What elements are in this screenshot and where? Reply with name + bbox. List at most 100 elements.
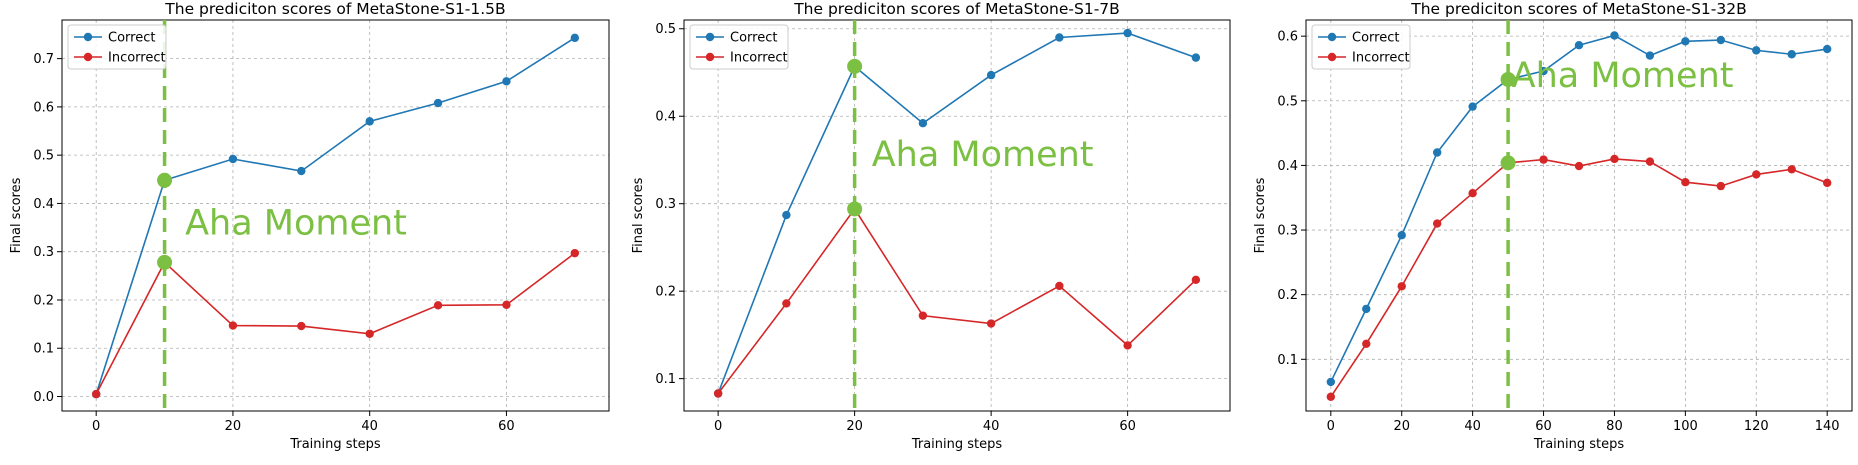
y-tick-label: 0.2 [655, 285, 676, 300]
x-tick-label: 60 [498, 419, 515, 434]
aha-moment-marker [157, 254, 173, 270]
x-tick-label: 20 [225, 419, 242, 434]
data-point-incorrect [1822, 178, 1832, 188]
data-point-incorrect [1123, 341, 1132, 350]
y-axis-label: Final scores [9, 177, 24, 253]
data-point-incorrect [1787, 165, 1796, 174]
y-tick-label: 0.2 [33, 293, 54, 308]
x-axis-label: Training steps [911, 437, 1003, 452]
y-tick-label: 0.0 [33, 390, 54, 405]
x-tick-label: 60 [1535, 419, 1552, 434]
data-point-incorrect [502, 300, 511, 310]
data-point-correct [1716, 35, 1726, 45]
y-tick-label: 0.4 [33, 197, 54, 212]
data-point-incorrect [782, 299, 791, 308]
y-tick-label: 0.5 [655, 22, 676, 37]
aha-moment-marker [847, 201, 863, 217]
data-point-correct [1055, 33, 1064, 42]
legend-label-incorrect: Incorrect [1352, 51, 1410, 66]
legend: Correct Incorrect [689, 24, 789, 70]
data-point-correct [502, 77, 511, 86]
data-point-incorrect [1191, 275, 1201, 284]
data-point-incorrect [1326, 392, 1336, 401]
legend-label-correct: Correct [1352, 31, 1399, 46]
data-point-incorrect [1362, 339, 1371, 348]
y-tick-label: 0.2 [1277, 288, 1298, 303]
data-point-correct [570, 33, 580, 43]
chart-title: The prediciton scores of MetaStone-S1-7B [793, 0, 1120, 18]
aha-moment-label: Aha Moment [872, 135, 1094, 175]
data-point-correct [986, 70, 996, 80]
aha-moment-marker [1500, 155, 1516, 171]
x-axis-label: Training steps [289, 437, 381, 452]
aha-moment-marker [847, 58, 863, 74]
x-tick-label: 60 [1119, 419, 1136, 434]
x-tick-label: 100 [1673, 419, 1698, 434]
data-point-correct [1432, 148, 1442, 157]
data-point-correct [433, 98, 443, 108]
legend-label-incorrect: Incorrect [108, 51, 166, 66]
x-tick-label: 120 [1744, 419, 1769, 434]
legend-marker-correct [705, 32, 715, 42]
series-line-incorrect [95, 252, 576, 395]
y-tick-label: 0.1 [33, 342, 54, 357]
axes-frame [1305, 19, 1853, 412]
data-point-correct [1822, 44, 1832, 54]
legend: Correct Incorrect [67, 24, 167, 70]
y-tick-label: 0.7 [33, 52, 54, 67]
axes-frame [61, 19, 610, 412]
data-point-incorrect [1432, 219, 1442, 228]
y-tick-label: 0.3 [655, 197, 676, 212]
series-line-correct [717, 32, 1197, 394]
y-tick-label: 0.4 [655, 110, 676, 125]
legend-label-incorrect: Incorrect [730, 51, 788, 66]
axes-frame [683, 19, 1231, 412]
data-point-incorrect [1397, 282, 1406, 291]
y-tick-label: 0.6 [1277, 30, 1298, 45]
y-tick-label: 0.3 [33, 245, 54, 260]
data-point-correct [1574, 41, 1584, 50]
data-point-correct [1123, 28, 1132, 38]
data-point-correct [1191, 53, 1201, 62]
y-tick-label: 0.3 [1277, 224, 1298, 239]
aha-moment-label: Aha Moment [185, 204, 407, 244]
legend-box [689, 24, 789, 70]
legend-marker-incorrect [1327, 52, 1337, 62]
data-point-correct [1752, 46, 1761, 55]
data-point-correct [918, 119, 928, 128]
data-point-correct [1362, 304, 1371, 314]
data-point-correct [1397, 231, 1406, 240]
data-point-correct [1645, 51, 1655, 60]
x-axis-label: Training steps [1533, 437, 1625, 452]
legend-marker-incorrect [705, 52, 715, 62]
series-line-incorrect [717, 207, 1197, 394]
legend-box [67, 24, 167, 70]
x-tick-label: 40 [361, 419, 378, 434]
data-point-correct [1610, 31, 1619, 40]
data-point-correct [1681, 37, 1690, 46]
x-tick-label: 0 [714, 419, 722, 434]
data-point-incorrect [1539, 155, 1548, 164]
legend-label-correct: Correct [108, 31, 155, 46]
y-tick-label: 0.5 [33, 149, 54, 164]
x-tick-label: 20 [846, 419, 863, 434]
x-tick-label: 0 [92, 419, 100, 434]
x-tick-label: 20 [1393, 419, 1410, 434]
data-point-incorrect [1752, 170, 1761, 179]
data-point-incorrect [713, 389, 723, 398]
data-point-incorrect [570, 248, 580, 258]
data-point-incorrect [1716, 181, 1726, 191]
aha-moment-marker [157, 172, 173, 188]
chart-panel-2: 0 20 40 60 0.1 0.2 0.3 0.4 0.5 The prediciton sco… [631, 0, 1231, 452]
data-point-incorrect [365, 329, 374, 338]
x-tick-label: 40 [983, 419, 1000, 434]
data-point-correct [228, 154, 238, 164]
y-tick-label: 0.5 [1277, 94, 1298, 109]
data-point-incorrect [1645, 157, 1655, 166]
x-tick-label: 0 [1327, 419, 1335, 434]
legend: Correct Incorrect [1311, 24, 1411, 70]
data-point-incorrect [1055, 281, 1064, 291]
data-point-correct [1468, 102, 1477, 111]
y-tick-label: 0.4 [1277, 159, 1298, 174]
